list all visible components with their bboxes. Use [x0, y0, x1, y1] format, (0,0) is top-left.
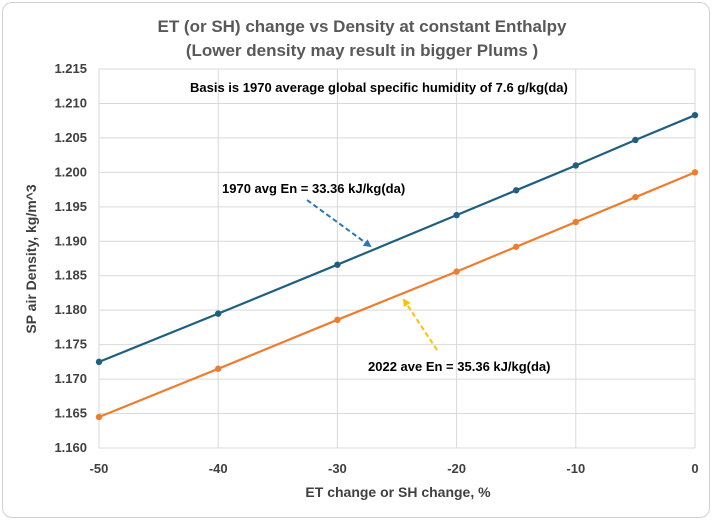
y-tick-label: 1.180	[54, 302, 87, 317]
x-tick-label: -40	[209, 461, 228, 476]
series-1-point	[215, 310, 222, 317]
x-tick-label: 0	[691, 461, 698, 476]
y-tick-label: 1.170	[54, 371, 87, 386]
annotation-arrow	[402, 298, 438, 351]
series-1-point	[572, 162, 579, 169]
y-tick-label: 1.185	[54, 268, 87, 283]
y-tick-label: 1.175	[54, 337, 87, 352]
series-2-point	[691, 169, 699, 176]
series-group	[95, 111, 699, 421]
annotation-1970: 1970 avg En = 33.36 kJ/kg(da)	[222, 181, 405, 196]
x-tick-label: -50	[90, 461, 109, 476]
series-1-point	[691, 111, 699, 119]
series-1-line	[98, 114, 696, 363]
annotation-2022: 2022 ave En = 35.36 kJ/kg(da)	[368, 359, 550, 374]
series-2-line	[98, 171, 696, 419]
series-1-point	[632, 136, 639, 144]
chart-frame	[2, 2, 710, 518]
series-1-point	[334, 261, 341, 268]
series-2-point	[632, 193, 639, 201]
chart-title-line-2: (Lower density may result in bigger Plum…	[186, 41, 538, 60]
y-tick-label: 1.160	[54, 440, 87, 455]
y-tick-label: 1.195	[54, 199, 87, 214]
y-tick-label: 1.210	[54, 95, 87, 110]
series-1-point	[453, 211, 460, 219]
series-2-point	[513, 243, 520, 250]
y-axis-ticks: 1.160 1.165 1.170 1.175 1.180 1.185 1.190 1.195…	[54, 61, 87, 455]
x-tick-label: -20	[447, 461, 466, 476]
y-tick-label: 1.165	[54, 406, 87, 421]
y-tick-label: 1.205	[54, 130, 87, 145]
y-tick-label: 1.200	[54, 164, 87, 179]
series-2-point	[215, 365, 222, 372]
y-tick-label: 1.215	[54, 61, 87, 76]
y-tick-label: 1.190	[54, 233, 87, 248]
series-2-point	[453, 268, 460, 275]
series-2-point	[572, 218, 579, 226]
series-2-point	[334, 316, 341, 324]
series-2-point	[95, 413, 103, 421]
x-axis-label: ET change or SH change, %	[305, 484, 491, 500]
chart-title-line-1: ET (or SH) change vs Density at constant…	[157, 17, 567, 36]
gridlines	[98, 68, 696, 449]
annotation-arrow	[306, 199, 372, 248]
annotation-basis: Basis is 1970 average global specific hu…	[190, 80, 568, 95]
series-1-point	[513, 187, 520, 194]
annotation-arrows	[306, 199, 438, 351]
x-tick-label: -30	[328, 461, 347, 476]
series-1-point	[95, 358, 103, 366]
x-tick-label: -10	[566, 461, 585, 476]
x-axis-ticks: -50 -40 -30 -20 -10 0	[90, 461, 699, 476]
y-axis-label: SP air Density, kg/m^3	[23, 184, 39, 333]
